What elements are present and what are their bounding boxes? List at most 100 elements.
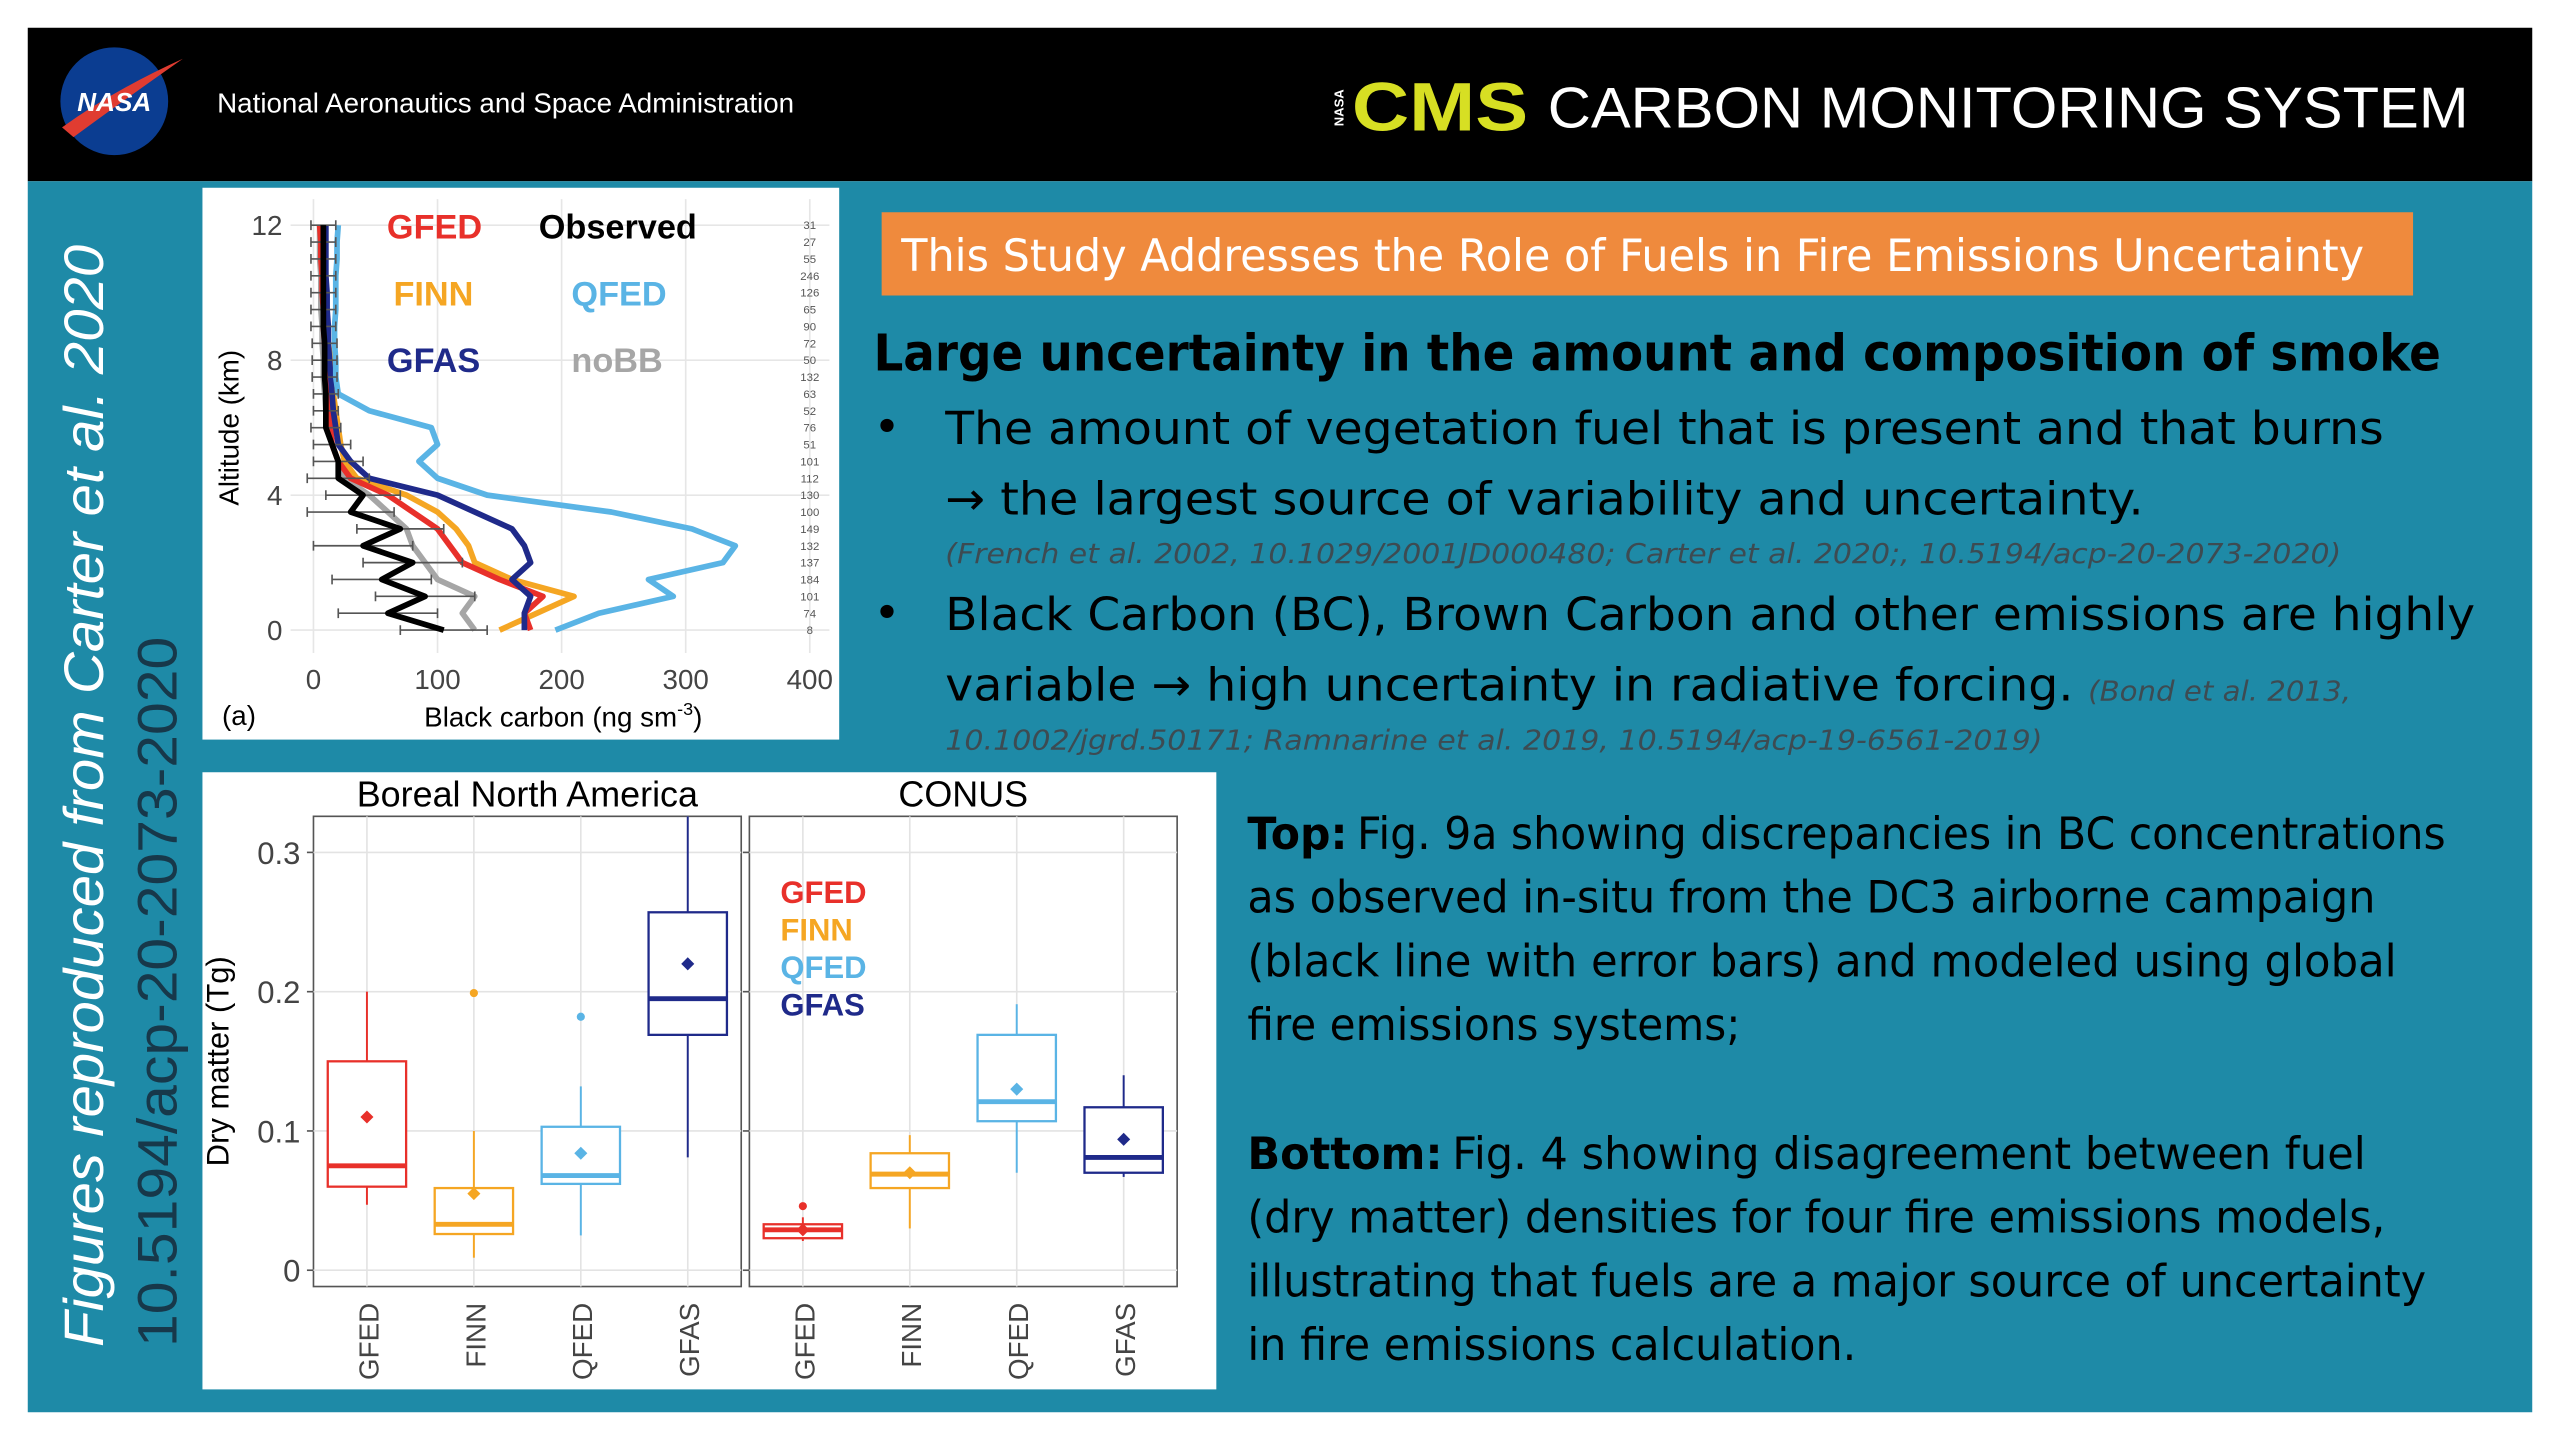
bullet-line: The amount of vegetation fuel that is pr… xyxy=(944,402,2383,455)
error-bar xyxy=(399,625,488,636)
mean xyxy=(1010,1082,1024,1096)
count-label: 101 xyxy=(800,456,819,468)
x-tick-label: 300 xyxy=(663,664,709,695)
count-label: 132 xyxy=(800,372,819,384)
citation: 10.1002/jgrd.50171; Ramnarine et al. 201… xyxy=(945,723,2042,756)
caption-text: in fire emissions calculation. xyxy=(1247,1320,1856,1371)
banner-bg xyxy=(881,212,2414,296)
panel-frame xyxy=(748,815,1178,1288)
count-label: 63 xyxy=(803,389,816,401)
x-axis-label-sup: -3 xyxy=(677,699,693,719)
count-label: 246 xyxy=(800,271,819,283)
x-tick-label: GFED xyxy=(789,1303,820,1380)
caption-label: Bottom: xyxy=(1247,1129,1442,1180)
box xyxy=(976,1033,1058,1123)
count-label: 101 xyxy=(800,591,819,603)
count-label: 112 xyxy=(801,473,819,485)
legend-label: GFED xyxy=(387,208,482,246)
count-label: 51 xyxy=(803,440,816,452)
mean xyxy=(574,1146,588,1160)
count-label: 50 xyxy=(803,355,816,367)
outlier xyxy=(576,1012,585,1021)
y-axis-label: Dry matter (Tg) xyxy=(201,956,236,1166)
box xyxy=(1083,1106,1164,1174)
x-axis-label: Black carbon (ng sm-3) xyxy=(424,699,702,732)
caption-text: Fig. 9a showing discrepancies in BC conc… xyxy=(1357,809,2446,860)
doi: 10.5194/acp-20-2073-2020 xyxy=(126,637,188,1347)
logo-text: NASA xyxy=(77,87,151,117)
outlier xyxy=(469,988,478,998)
x-axis-label-end: ) xyxy=(693,702,702,733)
mean xyxy=(1117,1132,1131,1146)
x-tick-label: QFED xyxy=(1003,1303,1034,1380)
legend-label: QFED xyxy=(571,275,666,313)
legend-label: noBB xyxy=(571,342,662,380)
caption-line: Bottom: Fig. 4 showing disagreement betwe… xyxy=(1247,1129,2365,1180)
count-label: 65 xyxy=(803,305,816,317)
x-tick-label: GFED xyxy=(353,1303,384,1380)
y-tick-label: 0 xyxy=(283,1254,300,1289)
x-tick-label: QFED xyxy=(567,1303,598,1380)
caption-text: (dry matter) densities for four fire emi… xyxy=(1247,1193,2385,1244)
error-bar xyxy=(310,220,337,231)
count-label: 100 xyxy=(800,507,819,519)
x-tick-label: 100 xyxy=(414,664,460,695)
caption-text: illustrating that fuels are a major sour… xyxy=(1247,1256,2426,1307)
bullet-line: variable → high uncertainty in radiative… xyxy=(945,658,2073,711)
bullet-dot: • xyxy=(873,400,900,453)
credit: Figures reproduced from Carter et al. 20… xyxy=(53,245,115,1347)
count-label: 55 xyxy=(803,254,816,266)
citation: (Bond et al. 2013, xyxy=(2088,674,2351,707)
mean xyxy=(903,1166,917,1180)
count-label: 132 xyxy=(800,541,819,553)
legend-label: GFED xyxy=(780,875,866,910)
program-acronym: CMS xyxy=(1352,69,1528,146)
agency: National Aeronautics and Space Administr… xyxy=(217,88,794,119)
count-label: 184 xyxy=(800,575,820,587)
caption-label: Top: xyxy=(1247,809,1347,860)
caption-text: as observed in-situ from the DC3 airborn… xyxy=(1247,873,2375,924)
legend-label: GFAS xyxy=(780,988,864,1023)
bullet-line: → the largest source of variability and … xyxy=(945,472,2143,525)
legend-label: QFED xyxy=(780,950,866,985)
count-label: 72 xyxy=(803,338,816,350)
panel-title: CONUS xyxy=(898,774,1028,815)
legend-label: FINN xyxy=(393,275,473,313)
count-label: 126 xyxy=(800,288,819,300)
figure-top xyxy=(202,187,840,740)
x-tick-label: 400 xyxy=(787,664,833,695)
panel-title: Boreal North America xyxy=(357,774,698,815)
x-tick-label: 200 xyxy=(538,664,584,695)
panel-frame xyxy=(312,815,743,1288)
y-tick-label: 12 xyxy=(252,210,283,241)
y-tick-label: 0.3 xyxy=(257,836,300,871)
x-tick-label: 0 xyxy=(306,664,321,695)
count-label: 76 xyxy=(803,423,816,435)
caption-text: fire emissions systems; xyxy=(1247,1000,1740,1051)
x-tick-label: GFAS xyxy=(674,1303,705,1377)
caption-line: as observed in-situ from the DC3 airborn… xyxy=(1247,873,2375,924)
bullet-dot: • xyxy=(873,587,900,640)
caption-line: Top: Fig. 9a showing discrepancies in BC … xyxy=(1247,809,2445,860)
program-name: CARBON MONITORING SYSTEM xyxy=(1548,76,2469,140)
series-line xyxy=(320,225,445,633)
count-label: 90 xyxy=(803,321,816,333)
x-tick-label: GFAS xyxy=(1110,1303,1141,1377)
x-axis-label-text: Black carbon (ng sm xyxy=(424,702,677,733)
y-tick-label: 0.2 xyxy=(257,975,300,1010)
count-label: 31 xyxy=(803,220,816,232)
y-tick-label: 8 xyxy=(267,345,282,376)
box xyxy=(647,911,729,1036)
legend-label: FINN xyxy=(780,912,852,947)
caption-line: fire emissions systems; xyxy=(1247,1000,1740,1051)
legend-label: Observed xyxy=(539,208,697,246)
citation: (French et al. 2002, 10.1029/2001JD00048… xyxy=(945,537,2341,570)
y-axis-label: Altitude (km) xyxy=(213,350,244,506)
x-tick-label: FINN xyxy=(460,1303,491,1368)
y-tick-label: 0.1 xyxy=(257,1114,300,1149)
captions: Top: Fig. 9a showing discrepancies in BC … xyxy=(1247,809,2445,1371)
count-label: 52 xyxy=(803,406,816,418)
x-tick-label: FINN xyxy=(896,1303,927,1368)
caption-line: in fire emissions calculation. xyxy=(1247,1320,1856,1371)
